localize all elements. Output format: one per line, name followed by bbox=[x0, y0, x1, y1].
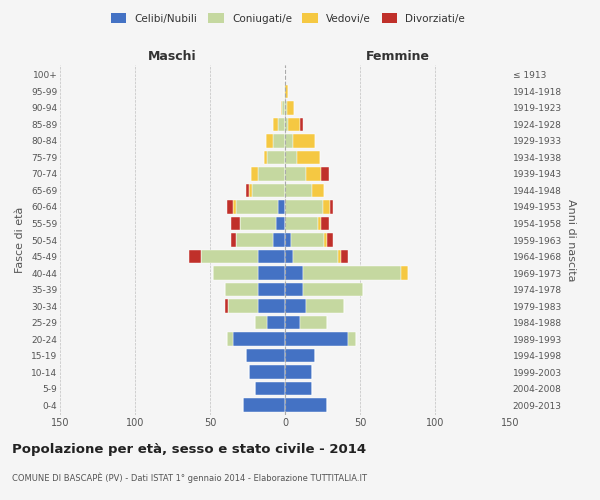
Bar bbox=[293, 134, 315, 147]
Bar bbox=[201, 250, 258, 264]
Bar bbox=[348, 332, 355, 346]
Bar bbox=[255, 316, 267, 330]
Bar bbox=[321, 216, 329, 230]
Bar bbox=[189, 250, 201, 264]
Bar bbox=[277, 118, 285, 131]
Bar bbox=[323, 200, 330, 214]
Bar bbox=[273, 118, 277, 131]
Bar bbox=[231, 216, 240, 230]
Bar bbox=[297, 150, 320, 164]
Bar bbox=[258, 266, 285, 280]
Bar bbox=[228, 300, 258, 313]
Bar bbox=[300, 316, 327, 330]
Bar bbox=[258, 283, 285, 296]
Text: Popolazione per età, sesso e stato civile - 2014: Popolazione per età, sesso e stato civil… bbox=[12, 442, 366, 456]
Bar bbox=[330, 200, 333, 214]
Bar bbox=[227, 200, 233, 214]
Bar bbox=[233, 332, 285, 346]
Bar bbox=[285, 382, 312, 396]
Bar bbox=[267, 316, 285, 330]
Bar bbox=[288, 118, 300, 131]
Text: Femmine: Femmine bbox=[365, 50, 430, 64]
Bar bbox=[258, 250, 285, 264]
Y-axis label: Fasce di età: Fasce di età bbox=[16, 207, 25, 273]
Bar bbox=[273, 134, 285, 147]
Bar bbox=[285, 300, 306, 313]
Bar bbox=[225, 283, 258, 296]
Bar bbox=[277, 200, 285, 214]
Bar bbox=[293, 250, 337, 264]
Bar bbox=[276, 216, 285, 230]
Bar bbox=[246, 349, 285, 362]
Bar bbox=[303, 283, 363, 296]
Bar bbox=[285, 398, 327, 412]
Bar bbox=[285, 200, 323, 214]
Bar bbox=[231, 233, 235, 247]
Bar bbox=[341, 250, 348, 264]
Bar bbox=[285, 316, 300, 330]
Bar bbox=[303, 266, 401, 280]
Bar bbox=[285, 134, 293, 147]
Bar bbox=[252, 184, 285, 197]
Bar bbox=[312, 184, 324, 197]
Bar bbox=[285, 233, 291, 247]
Bar bbox=[285, 150, 297, 164]
Bar bbox=[285, 118, 288, 131]
Bar bbox=[264, 150, 267, 164]
Bar bbox=[243, 398, 285, 412]
Bar bbox=[285, 101, 287, 114]
Bar bbox=[258, 167, 285, 180]
Bar bbox=[324, 233, 327, 247]
Bar bbox=[225, 300, 228, 313]
Bar bbox=[401, 266, 408, 280]
Y-axis label: Anni di nascita: Anni di nascita bbox=[566, 198, 576, 281]
Bar bbox=[285, 332, 348, 346]
Bar bbox=[249, 366, 285, 379]
Bar bbox=[213, 266, 258, 280]
Bar bbox=[235, 233, 273, 247]
Bar bbox=[233, 200, 235, 214]
Bar bbox=[291, 233, 324, 247]
Bar bbox=[265, 134, 273, 147]
Bar bbox=[251, 167, 258, 180]
Bar bbox=[306, 167, 321, 180]
Bar bbox=[300, 118, 303, 131]
Bar bbox=[285, 283, 303, 296]
Text: Maschi: Maschi bbox=[148, 50, 197, 64]
Bar bbox=[287, 101, 294, 114]
Bar bbox=[227, 332, 233, 346]
Bar bbox=[285, 266, 303, 280]
Bar bbox=[246, 184, 249, 197]
Bar bbox=[321, 167, 329, 180]
Bar bbox=[281, 101, 282, 114]
Bar bbox=[284, 84, 285, 98]
Bar bbox=[235, 200, 277, 214]
Bar bbox=[306, 300, 343, 313]
Bar bbox=[318, 216, 321, 230]
Bar bbox=[249, 184, 252, 197]
Bar bbox=[273, 233, 285, 247]
Text: COMUNE DI BASCAPÈ (PV) - Dati ISTAT 1° gennaio 2014 - Elaborazione TUTTITALIA.IT: COMUNE DI BASCAPÈ (PV) - Dati ISTAT 1° g… bbox=[12, 472, 367, 483]
Bar bbox=[285, 349, 315, 362]
Bar bbox=[282, 101, 285, 114]
Bar bbox=[327, 233, 333, 247]
Bar bbox=[285, 167, 306, 180]
Bar bbox=[240, 216, 276, 230]
Bar bbox=[255, 382, 285, 396]
Bar bbox=[285, 84, 288, 98]
Bar bbox=[285, 366, 312, 379]
Bar bbox=[267, 150, 285, 164]
Bar bbox=[285, 216, 318, 230]
Bar bbox=[285, 184, 312, 197]
Bar bbox=[258, 300, 285, 313]
Legend: Celibi/Nubili, Coniugati/e, Vedovi/e, Divorziati/e: Celibi/Nubili, Coniugati/e, Vedovi/e, Di… bbox=[107, 10, 469, 26]
Bar bbox=[337, 250, 341, 264]
Bar bbox=[285, 250, 293, 264]
